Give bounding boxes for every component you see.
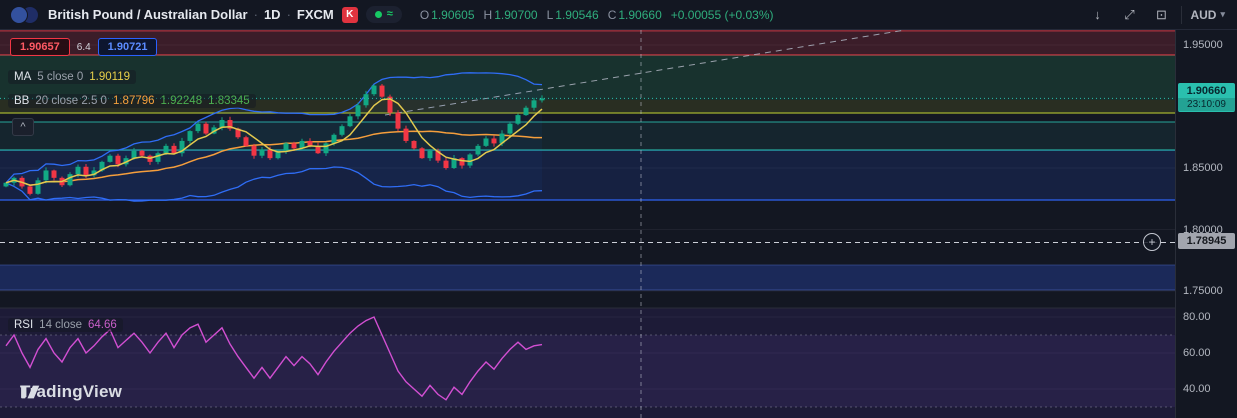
axis-label: 1.95000 — [1183, 39, 1223, 51]
toolbar-divider — [1181, 5, 1183, 24]
collapse-legend-button[interactable]: ^ — [12, 118, 34, 136]
ma-params: 5 close 0 — [37, 71, 84, 83]
symbol-name: British Pound / Australian Dollar — [48, 7, 248, 22]
fullscreen-icon: ⊡ — [1156, 6, 1167, 22]
target-plus-icon: + — [1148, 235, 1156, 250]
rsi-value: 64.66 — [88, 319, 117, 331]
axis-label: 60.00 — [1183, 347, 1211, 359]
low-label: L — [546, 7, 554, 22]
high-label: H — [483, 7, 493, 22]
symbol-pair-icon[interactable] — [10, 5, 40, 24]
last-price-value: 1.90660 — [1186, 85, 1227, 98]
bar-countdown: 23:10:09 — [1178, 98, 1235, 112]
trade-widget: 1.90657 6.4 1.90721 — [10, 38, 158, 56]
axis-label: 40.00 — [1183, 383, 1211, 395]
currency-dropdown[interactable]: AUD ▾ — [1190, 8, 1227, 22]
title-separator: · — [286, 7, 291, 22]
gbp-flag-icon — [10, 5, 28, 24]
rsi-params: 14 close — [39, 319, 83, 331]
axis-label: 1.80000 — [1183, 223, 1223, 236]
collapse-icon: ^ — [20, 120, 26, 133]
level-price-badge: 1.78945 — [1178, 233, 1235, 250]
top-toolbar: British Pound / Australian Dollar · 1D ·… — [0, 0, 1237, 30]
sell-price-button[interactable]: 1.90657 — [10, 38, 70, 56]
axis-label: 1.75000 — [1183, 285, 1223, 297]
bb-upper-value: 1.92248 — [160, 95, 203, 107]
download-button[interactable]: ↓ — [1085, 3, 1109, 27]
bb-params: 20 close 2.5 0 — [35, 95, 107, 107]
ma-value: 1.90119 — [89, 71, 130, 83]
rsi-name: RSI — [14, 319, 34, 331]
price-chart-canvas[interactable] — [0, 30, 1175, 418]
chart-pane[interactable]: 1.90657 6.4 1.90721 MA 5 close 0 1.90119… — [0, 30, 1175, 418]
tradingview-mark-icon — [21, 385, 40, 399]
bb-indicator-legend[interactable]: BB 20 close 2.5 0 1.87796 1.92248 1.8334… — [8, 94, 256, 108]
axis-label: 80.00 — [1183, 311, 1211, 323]
close-value: 1.90660 — [618, 7, 662, 22]
market-status-pill[interactable]: ≈ — [365, 6, 402, 23]
low-value: 1.90546 — [555, 7, 599, 22]
symbol-title[interactable]: British Pound / Australian Dollar · 1D ·… — [48, 7, 334, 22]
status-dot-icon — [374, 11, 382, 18]
high-value: 1.90700 — [494, 7, 538, 22]
tradingview-logo[interactable]: TradingView — [20, 382, 122, 402]
price-level-handle-icon[interactable]: + — [1143, 233, 1161, 252]
level-price-value: 1.78945 — [1186, 235, 1227, 248]
broker-logo-icon[interactable]: K — [341, 6, 358, 23]
change-value: +0.00055 (+0.03%) — [670, 7, 774, 22]
status-wave-icon: ≈ — [386, 8, 393, 20]
ohlc-readout: O 1.90605 H 1.90700 L 1.90546 C 1.90660 +0.0… — [420, 8, 774, 22]
buy-price-button[interactable]: 1.90721 — [97, 38, 158, 56]
ma-name: MA — [14, 71, 32, 83]
bb-name: BB — [14, 95, 30, 107]
download-icon: ↓ — [1094, 7, 1101, 22]
exchange-label: FXCM — [296, 7, 334, 22]
maximize-icon: ⤢ — [1124, 6, 1135, 22]
currency-label: AUD — [1190, 7, 1217, 22]
chevron-down-icon: ▾ — [1220, 9, 1225, 19]
open-label: O — [419, 7, 430, 22]
close-label: C — [607, 7, 617, 22]
last-price-badge: 1.90660 23:10:09 — [1178, 83, 1235, 113]
open-value: 1.90605 — [431, 7, 475, 22]
price-axis[interactable]: 1.90660 23:10:09 1.78945 1.95000 1.85000 1… — [1175, 30, 1237, 418]
maximize-button[interactable]: ⤢ — [1117, 3, 1141, 27]
rsi-indicator-legend[interactable]: RSI 14 close 64.66 — [8, 318, 123, 332]
ma-indicator-legend[interactable]: MA 5 close 0 1.90119 — [8, 70, 136, 84]
chart-content: 1.90657 6.4 1.90721 MA 5 close 0 1.90119… — [0, 30, 1237, 418]
bb-lower-value: 1.83345 — [208, 95, 250, 107]
interval-label[interactable]: 1D — [263, 7, 281, 22]
bb-basis-value: 1.87796 — [112, 95, 155, 107]
tradingview-logo-text: TradingView — [20, 382, 123, 401]
fullscreen-button[interactable]: ⊡ — [1149, 3, 1173, 27]
axis-label: 1.85000 — [1183, 162, 1223, 174]
title-separator: · — [253, 7, 258, 22]
spread-value: 6.4 — [76, 41, 91, 53]
